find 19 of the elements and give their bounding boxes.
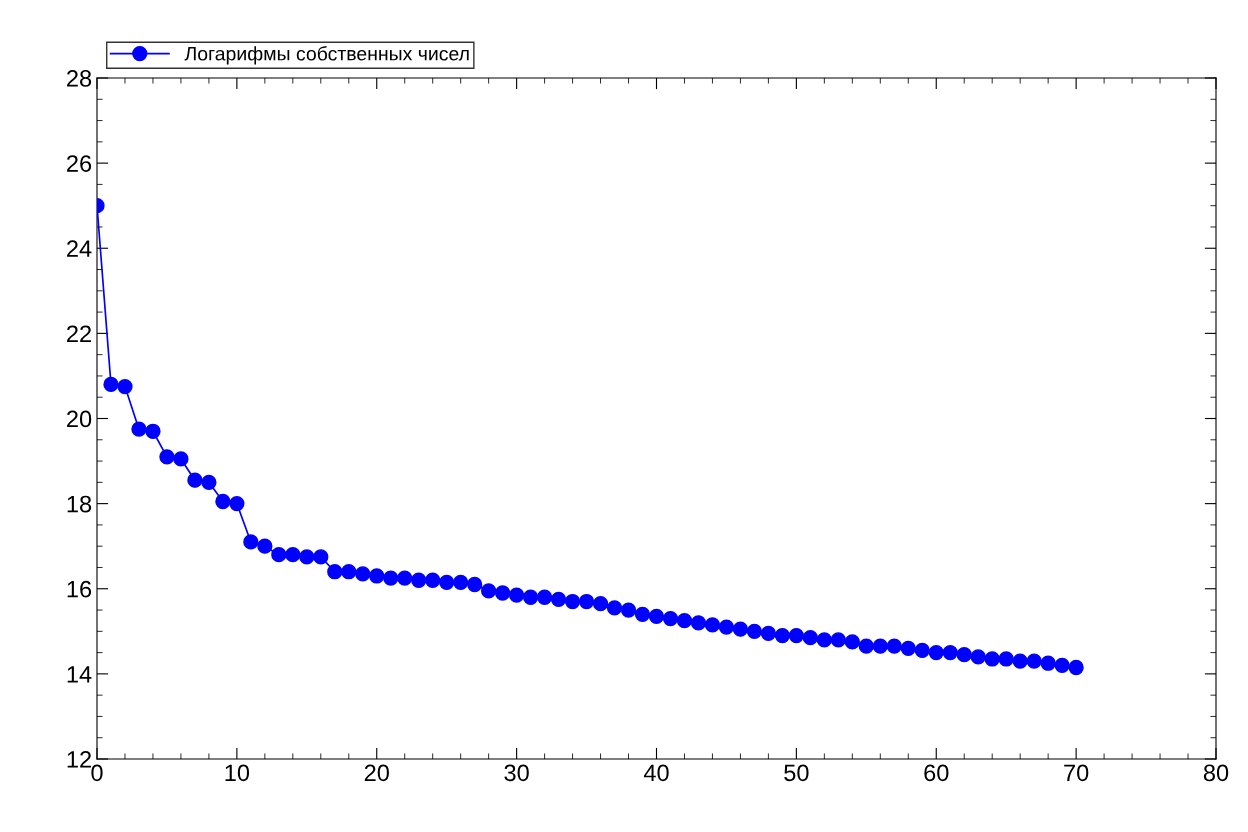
y-tick-label: 14 bbox=[67, 666, 92, 683]
y-tick-label: 12 bbox=[67, 751, 91, 768]
y-tick-label: 20 bbox=[67, 410, 92, 428]
x-tick-label: 60 bbox=[924, 764, 949, 782]
x-tick-label: 40 bbox=[643, 764, 669, 782]
legend-label: Логарифмы собственных чисел bbox=[184, 46, 469, 65]
x-tick-label: 30 bbox=[504, 764, 529, 782]
x-tick-label: 20 bbox=[364, 764, 389, 782]
x-tick-label: 0 bbox=[91, 764, 103, 782]
x-tick-label: 10 bbox=[225, 764, 250, 782]
y-tick-label: 18 bbox=[67, 495, 92, 513]
y-tick-label: 16 bbox=[67, 580, 92, 598]
y-tick-label: 24 bbox=[67, 240, 92, 257]
x-tick-label: 50 bbox=[784, 764, 809, 782]
x-tick-label: 80 bbox=[1203, 764, 1229, 782]
y-tick-label: 26 bbox=[67, 155, 92, 172]
y-tick-label: 22 bbox=[67, 325, 91, 342]
x-tick-label: 70 bbox=[1064, 764, 1089, 782]
y-tick-label: 28 bbox=[67, 70, 92, 87]
